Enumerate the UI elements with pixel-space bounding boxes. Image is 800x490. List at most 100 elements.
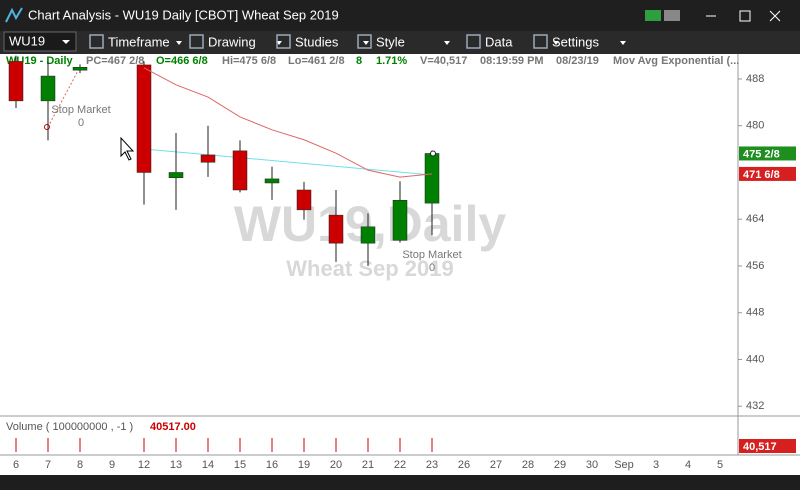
candle-body — [72, 67, 88, 71]
y-tick-label: 448 — [746, 307, 764, 319]
order-annotation: Stop Market — [402, 249, 461, 261]
status-field: V=40,517 — [420, 55, 467, 67]
y-tick-label: 464 — [746, 213, 764, 225]
x-tick-label: 4 — [685, 459, 691, 471]
candle-body — [328, 214, 344, 244]
status-icon — [664, 10, 680, 21]
candle-body — [360, 226, 376, 244]
status-field: 08:19:59 PM — [480, 55, 544, 67]
toolbar-icon — [89, 34, 104, 49]
y-tick-label: 440 — [746, 353, 764, 365]
x-tick-label: 3 — [653, 459, 659, 471]
app-icon — [5, 7, 23, 23]
x-tick-label: 8 — [77, 459, 83, 471]
x-tick-label: 9 — [109, 459, 115, 471]
toolbar-icon — [466, 34, 481, 49]
chart-area — [0, 54, 800, 475]
order-line — [47, 66, 81, 128]
x-tick-label: 26 — [458, 459, 470, 471]
status-field: 8 — [356, 55, 362, 67]
price-box-label: 471 6/8 — [743, 169, 780, 181]
x-tick-label: 16 — [266, 459, 278, 471]
status-field: 08/23/19 — [556, 55, 599, 67]
x-tick-label: 30 — [586, 459, 598, 471]
status-field: Hi=475 6/8 — [222, 55, 276, 67]
x-tick-label: 15 — [234, 459, 246, 471]
x-tick-label: 19 — [298, 459, 310, 471]
last-marker — [430, 150, 436, 157]
dropdown-arrow — [444, 41, 450, 45]
volume-box — [739, 439, 796, 453]
status-field: Mov Avg Exponential (... — [613, 55, 739, 67]
candle-body — [200, 154, 216, 163]
volume-box-label: 40,517 — [743, 441, 777, 453]
candle-body — [168, 172, 184, 178]
symbol-box[interactable] — [3, 31, 77, 52]
y-tick-label: 456 — [746, 260, 764, 272]
candle-body — [264, 178, 280, 184]
status-field: 1.71% — [376, 55, 407, 67]
y-tick-label: 480 — [746, 120, 764, 132]
x-tick-label: 28 — [522, 459, 534, 471]
toolbar-button[interactable]: Timeframe — [108, 34, 170, 49]
x-tick-label: 27 — [490, 459, 502, 471]
toolbar-button[interactable]: Settings — [552, 34, 599, 49]
price-box — [739, 166, 796, 181]
candle-body — [296, 189, 312, 211]
dropdown-arrow — [62, 40, 70, 44]
toolbar-button[interactable]: Studies — [295, 34, 339, 49]
candle-body — [136, 64, 152, 173]
toolbar-icon — [276, 34, 291, 49]
price-box — [739, 146, 796, 161]
toolbar-icon — [357, 34, 372, 49]
order-qty: 0 — [78, 117, 84, 129]
status-field: PC=467 2/8 — [86, 55, 144, 67]
x-tick-label: 7 — [45, 459, 51, 471]
ema-line — [143, 67, 433, 178]
candle-body — [232, 150, 248, 191]
x-tick-label: 21 — [362, 459, 374, 471]
toolbar-button[interactable]: Data — [485, 34, 513, 49]
status-field: Lo=461 2/8 — [288, 55, 345, 67]
dropdown-arrow — [176, 41, 182, 45]
volume-value: 40517.00 — [150, 421, 196, 433]
trendline — [143, 148, 433, 176]
x-tick-label: 20 — [330, 459, 342, 471]
price-box-label: 475 2/8 — [743, 148, 780, 160]
window-title: Chart Analysis - WU19 Daily [CBOT] Wheat… — [28, 7, 339, 22]
x-tick-label: 23 — [426, 459, 438, 471]
dropdown-arrow — [620, 41, 626, 45]
x-tick-label: 12 — [138, 459, 150, 471]
candle-body — [392, 199, 408, 241]
close-button[interactable] — [769, 10, 781, 22]
watermark: WU19,Daily — [234, 196, 507, 252]
order-annotation: Stop Market — [51, 104, 110, 116]
toolbar-icon — [189, 34, 204, 49]
x-tick-label: 6 — [13, 459, 19, 471]
watermark-subtitle: Wheat Sep 2019 — [286, 256, 454, 281]
order-qty: 0 — [429, 262, 435, 274]
candle-body — [40, 75, 56, 102]
x-tick-label: Sep — [614, 459, 634, 471]
y-tick-label: 432 — [746, 400, 764, 412]
x-tick-label: 14 — [202, 459, 214, 471]
y-tick-label: 488 — [746, 73, 764, 85]
toolbar-button[interactable]: Drawing — [208, 34, 256, 49]
maximize-button[interactable] — [739, 10, 751, 22]
mouse-cursor — [120, 136, 135, 161]
order-marker — [44, 124, 50, 130]
x-tick-label: 22 — [394, 459, 406, 471]
candle-body — [8, 61, 24, 102]
dropdown-arrow — [553, 41, 559, 45]
toolbar-icon — [533, 34, 548, 49]
volume-label: Volume ( 100000000 , -1 ) — [6, 421, 133, 433]
dropdown-arrow — [363, 41, 369, 45]
x-tick-label: 5 — [717, 459, 723, 471]
x-tick-label: 29 — [554, 459, 566, 471]
x-tick-label: 13 — [170, 459, 182, 471]
candle-body — [424, 153, 440, 204]
toolbar-button[interactable]: Style — [376, 34, 405, 49]
symbol: WU19 — [9, 33, 45, 48]
status-icon — [645, 10, 661, 21]
